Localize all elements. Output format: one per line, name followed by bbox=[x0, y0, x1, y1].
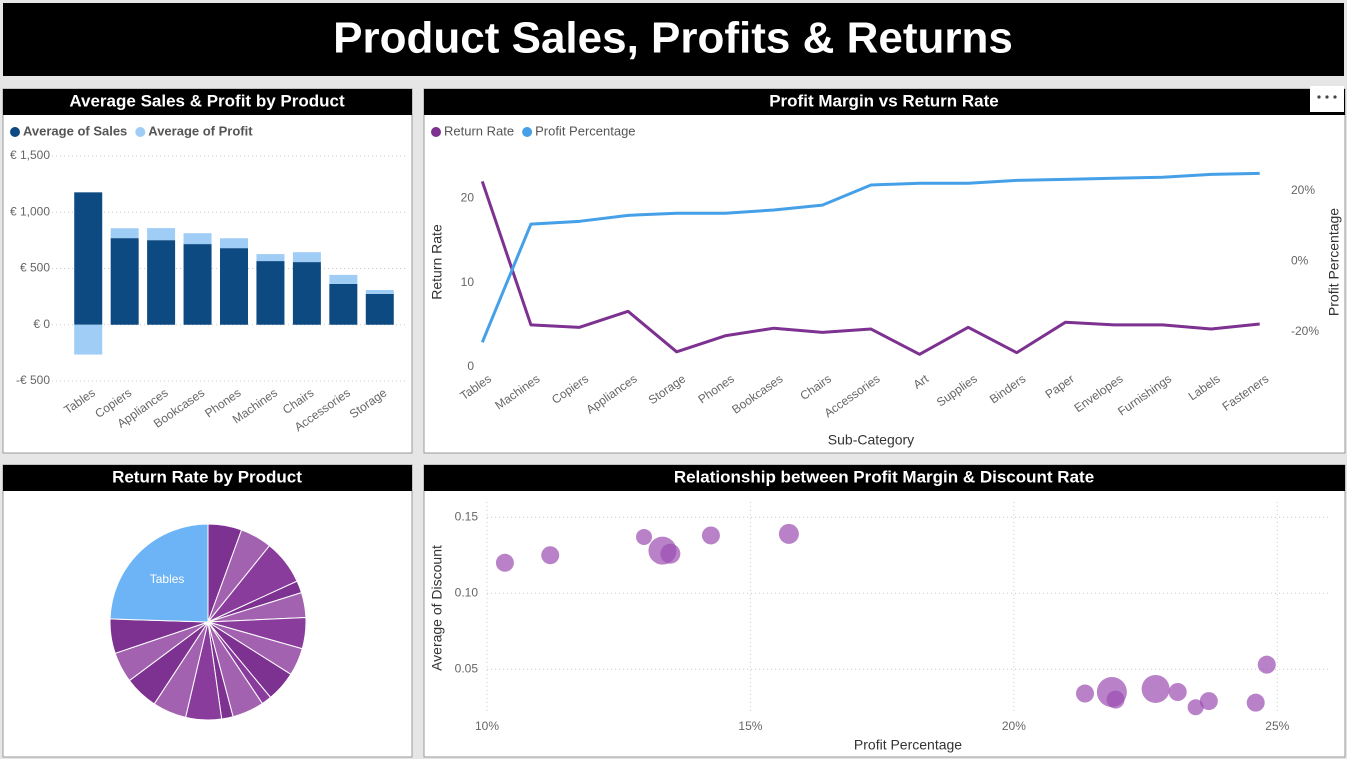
line-series bbox=[480, 171, 1260, 343]
bar bbox=[220, 238, 248, 249]
pie-slice bbox=[109, 523, 209, 623]
bar bbox=[183, 244, 212, 325]
legend-label: Profit Percentage bbox=[535, 123, 635, 138]
bubble bbox=[541, 546, 560, 565]
chart-title: Relationship between Profit Margin & Dis… bbox=[674, 467, 1094, 486]
y-tick-label: € 500 bbox=[20, 261, 50, 275]
x-tick-label: 15% bbox=[738, 719, 762, 733]
bar bbox=[183, 233, 212, 245]
x-axis-title: Sub-Category bbox=[828, 432, 914, 448]
bar bbox=[292, 262, 321, 325]
more-options-button[interactable] bbox=[1310, 86, 1344, 112]
y-tick-label: 0.15 bbox=[455, 509, 479, 523]
chart-title: Return Rate by Product bbox=[112, 467, 302, 486]
y-axis-title: Return Rate bbox=[429, 224, 445, 300]
y-tick-label: € 1,500 bbox=[10, 148, 50, 162]
bar bbox=[147, 240, 176, 325]
bubble bbox=[1106, 690, 1125, 709]
bar bbox=[110, 228, 139, 239]
bar bbox=[365, 293, 394, 325]
x-tick-label: 20% bbox=[1002, 719, 1026, 733]
line-series bbox=[480, 180, 1260, 356]
y2-tick-label: -20% bbox=[1291, 324, 1319, 338]
panel-title-bar bbox=[3, 465, 412, 491]
bubble bbox=[1246, 693, 1265, 712]
bubble bbox=[701, 526, 720, 545]
y-tick-label: 0 bbox=[467, 359, 474, 373]
y-tick-label: € 1,000 bbox=[10, 204, 50, 218]
dot bbox=[1325, 95, 1329, 99]
panel-title-bar bbox=[424, 89, 1345, 115]
bar bbox=[220, 248, 248, 325]
y-tick-label: 0.05 bbox=[455, 661, 479, 675]
legend-marker bbox=[522, 127, 533, 137]
x-tick-label: 10% bbox=[475, 719, 499, 733]
legend-marker bbox=[135, 127, 146, 137]
panel bbox=[423, 88, 1346, 454]
y-tick-label: 20 bbox=[461, 190, 475, 204]
legend-marker bbox=[10, 127, 20, 137]
page-title: Product Sales, Profits & Returns bbox=[333, 14, 1013, 63]
slice-label: Tables bbox=[150, 572, 185, 586]
legend-label: Average of Sales bbox=[23, 123, 127, 138]
chart-title: Average Sales & Profit by Product bbox=[69, 91, 345, 110]
bar bbox=[365, 289, 394, 294]
bar bbox=[329, 283, 358, 325]
bar bbox=[256, 254, 285, 262]
bubble bbox=[1257, 655, 1276, 674]
panel-title-bar bbox=[424, 465, 1345, 491]
bubble bbox=[778, 523, 799, 544]
bubble bbox=[636, 528, 653, 545]
bubble bbox=[1076, 684, 1095, 703]
legend-marker bbox=[431, 127, 441, 137]
legend-label: Return Rate bbox=[444, 123, 514, 138]
y2-tick-label: 0% bbox=[1291, 253, 1309, 267]
x-tick-label: 25% bbox=[1265, 719, 1289, 733]
y-tick-label: 0.10 bbox=[455, 585, 479, 599]
legend-label: Average of Profit bbox=[148, 123, 253, 138]
y-tick-label: -€ 500 bbox=[16, 373, 50, 387]
x-axis-title: Profit Percentage bbox=[854, 737, 962, 753]
bar bbox=[110, 238, 139, 325]
bar bbox=[256, 261, 285, 325]
y2-axis-title: Profit Percentage bbox=[1326, 208, 1342, 316]
more-options[interactable] bbox=[1310, 86, 1344, 112]
bubble bbox=[1199, 692, 1218, 711]
dot bbox=[1333, 95, 1337, 99]
bubble bbox=[1141, 674, 1170, 703]
bar bbox=[329, 274, 358, 284]
bar bbox=[74, 324, 103, 355]
bubble bbox=[495, 553, 514, 572]
bar bbox=[147, 228, 176, 241]
bubble bbox=[660, 543, 681, 564]
y-tick-label: 10 bbox=[461, 275, 475, 289]
bubble bbox=[1187, 699, 1204, 716]
y-tick-label: € 0 bbox=[33, 317, 50, 331]
panel-title-bar bbox=[3, 89, 412, 115]
y2-tick-label: 20% bbox=[1291, 183, 1315, 197]
header-bar bbox=[3, 3, 1344, 76]
chart-title: Profit Margin vs Return Rate bbox=[769, 91, 999, 110]
bar bbox=[74, 192, 103, 325]
dot bbox=[1317, 95, 1321, 99]
bar bbox=[292, 252, 321, 263]
bubble bbox=[1168, 683, 1187, 701]
y-axis-title: Average of Discount bbox=[429, 545, 445, 671]
panel bbox=[423, 464, 1346, 758]
